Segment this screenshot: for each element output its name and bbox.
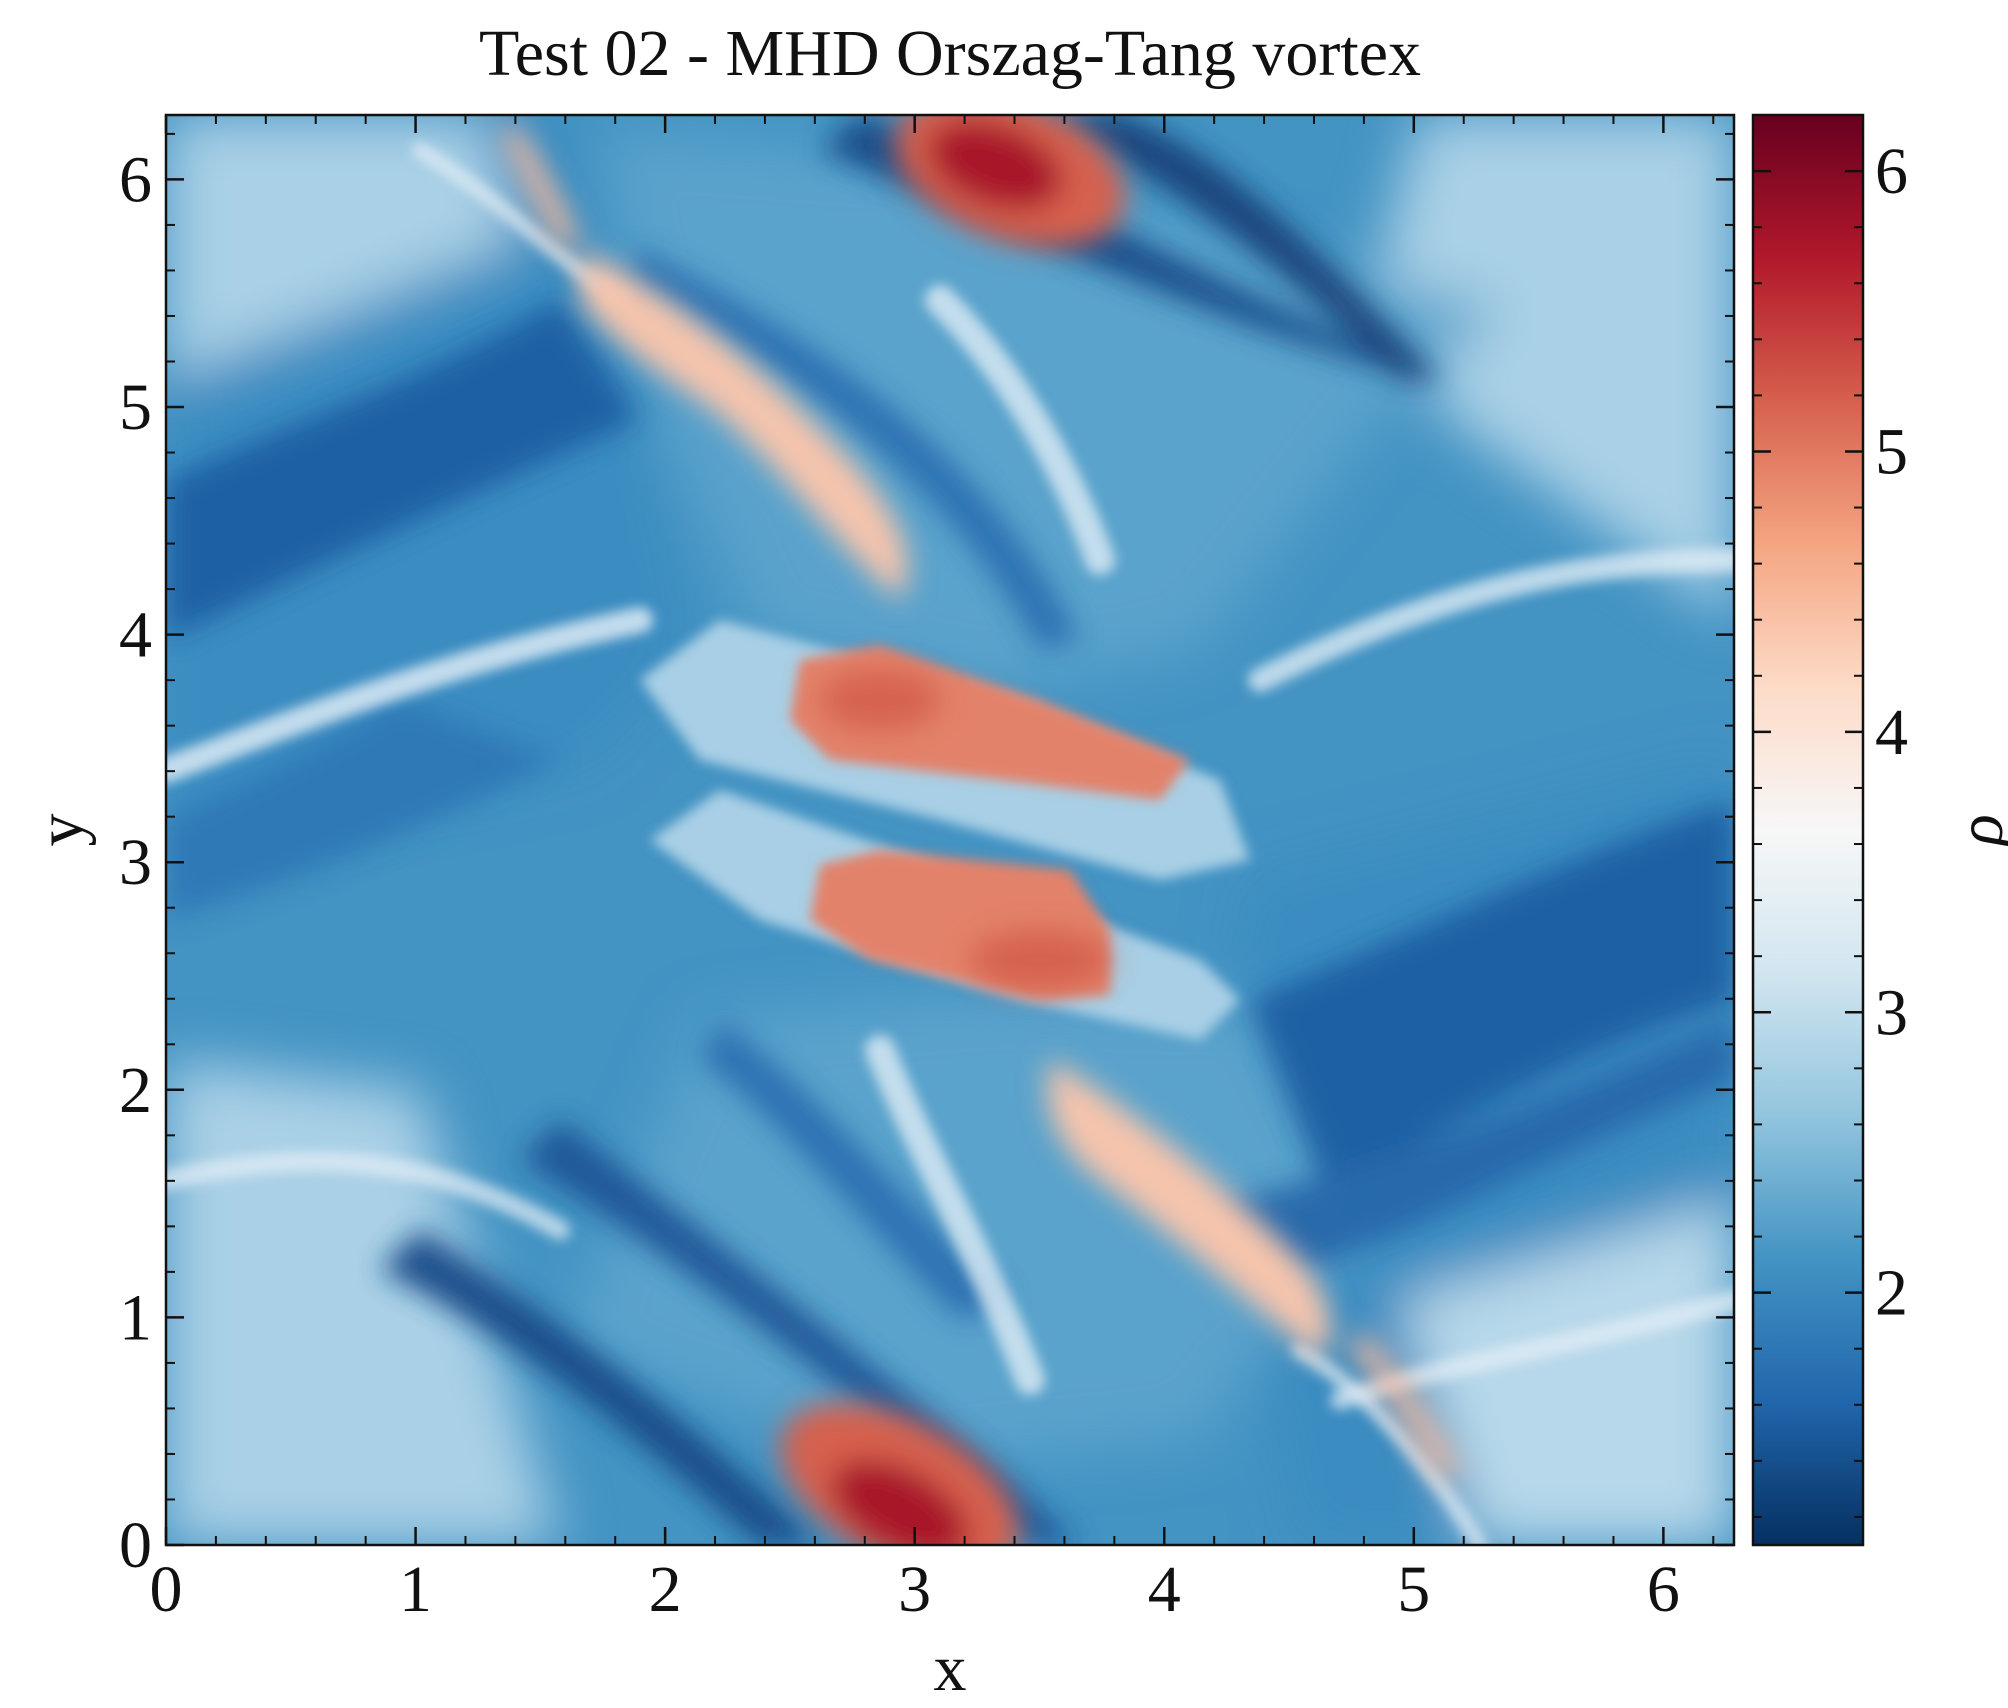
x-tick-label: 1 [399,1553,432,1626]
y-tick-label: 6 [119,143,152,216]
x-tick-label: 0 [150,1553,183,1626]
y-tick-label: 3 [119,826,152,899]
y-axis: 0 1 2 3 4 5 6 [119,132,1734,1582]
y-tick-label: 5 [119,371,152,444]
y-axis-label: y [24,814,97,847]
x-tick-label: 3 [898,1553,931,1626]
density-field [166,115,1734,1545]
x-tick-label: 2 [649,1553,682,1626]
y-tick-label: 4 [119,599,152,672]
chart-title: Test 02 - MHD Orszag-Tang vortex [479,17,1421,90]
colorbar-tick-label: 2 [1875,1257,1908,1330]
colorbar-tick-label: 4 [1875,696,1908,769]
colorbar-tick-label: 5 [1875,415,1908,488]
x-tick-label: 5 [1397,1553,1430,1626]
colorbar [1751,113,1865,1547]
colorbar-tick-label: 3 [1875,976,1908,1049]
x-axis: 0 1 2 3 4 5 6 [150,115,1715,1626]
x-tick-label: 4 [1148,1553,1181,1626]
colorbar-tick-label: 6 [1875,135,1908,208]
y-tick-label: 1 [119,1281,152,1354]
y-tick-label: 0 [119,1509,152,1582]
colorbar-label: ρ [1944,814,2008,848]
y-tick-label: 2 [119,1054,152,1127]
x-axis-label: x [934,1632,967,1705]
x-tick-label: 6 [1647,1553,1680,1626]
plot-frame [164,113,1736,1547]
colorbar-axis: 2 3 4 5 6 [1753,114,1908,1518]
